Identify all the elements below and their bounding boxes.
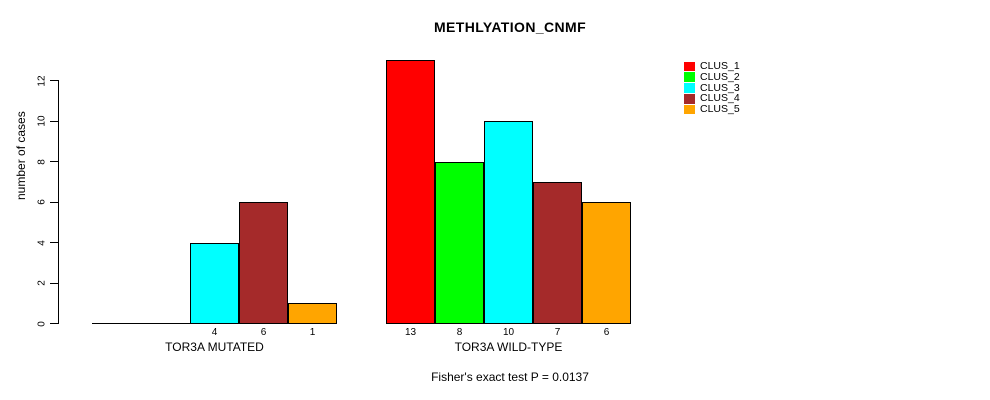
y-tick [50, 323, 58, 324]
bar-value-label: 1 [309, 327, 316, 338]
bar-CLUS_2 [435, 161, 484, 324]
bar-value-label: 10 [502, 327, 515, 338]
legend-label: CLUS_5 [700, 103, 740, 116]
legend-row: CLUS_3 [684, 81, 740, 94]
y-tick-label: 12 [36, 74, 48, 87]
y-tick-label: 10 [36, 115, 48, 127]
legend-label: CLUS_3 [700, 81, 740, 94]
legend-swatch-icon [684, 61, 695, 72]
y-tick [50, 201, 58, 203]
bar-CLUS_5 [582, 202, 631, 324]
bar-CLUS_4 [533, 181, 582, 324]
legend-swatch-icon [684, 104, 695, 115]
y-tick-label: 0 [36, 320, 48, 327]
group-baseline [386, 323, 631, 324]
legend: CLUS_1 CLUS_2 CLUS_3 CLUS_4 CLUS_5 [684, 61, 740, 115]
y-tick-label: 6 [36, 199, 48, 205]
y-tick [50, 282, 58, 284]
fisher-test-annotation: Fisher's exact test P = 0.0137 [431, 370, 589, 384]
legend-row: CLUS_4 [684, 93, 740, 104]
bar-value-label: 4 [211, 327, 218, 338]
legend-label: CLUS_2 [700, 70, 740, 83]
bar-value-label: 8 [456, 327, 463, 338]
legend-swatch-icon [684, 94, 695, 104]
bar-CLUS_1 [386, 60, 435, 324]
bar-CLUS_5 [288, 303, 337, 324]
y-tick [50, 242, 58, 243]
y-tick-label: 8 [36, 158, 48, 165]
bar-CLUS_3 [484, 121, 533, 324]
group-baseline [92, 323, 337, 324]
y-tick [50, 80, 58, 81]
legend-swatch-icon [684, 72, 695, 82]
bar-value-label: 13 [404, 327, 417, 338]
y-tick-label: 4 [36, 239, 48, 246]
legend-label: CLUS_4 [700, 92, 740, 105]
bar-value-label: 6 [260, 327, 267, 338]
legend-row: CLUS_5 [684, 104, 740, 115]
y-axis-line [58, 80, 59, 324]
legend-row: CLUS_1 [684, 61, 740, 72]
group-label: TOR3A MUTATED [165, 340, 264, 354]
legend-row: CLUS_2 [684, 70, 740, 83]
legend-label: CLUS_1 [700, 60, 740, 72]
y-tick [50, 120, 58, 122]
legend-swatch-icon [684, 83, 695, 93]
y-tick [50, 161, 58, 162]
bar-value-label: 7 [554, 327, 561, 338]
bar-CLUS_4 [239, 202, 288, 324]
bar-value-label: 6 [603, 327, 610, 338]
chart-title: METHLYATION_CNMF [433, 19, 587, 35]
group-label: TOR3A WILD-TYPE [454, 340, 563, 354]
bar-CLUS_3 [190, 242, 239, 324]
y-tick-label: 2 [36, 280, 48, 286]
